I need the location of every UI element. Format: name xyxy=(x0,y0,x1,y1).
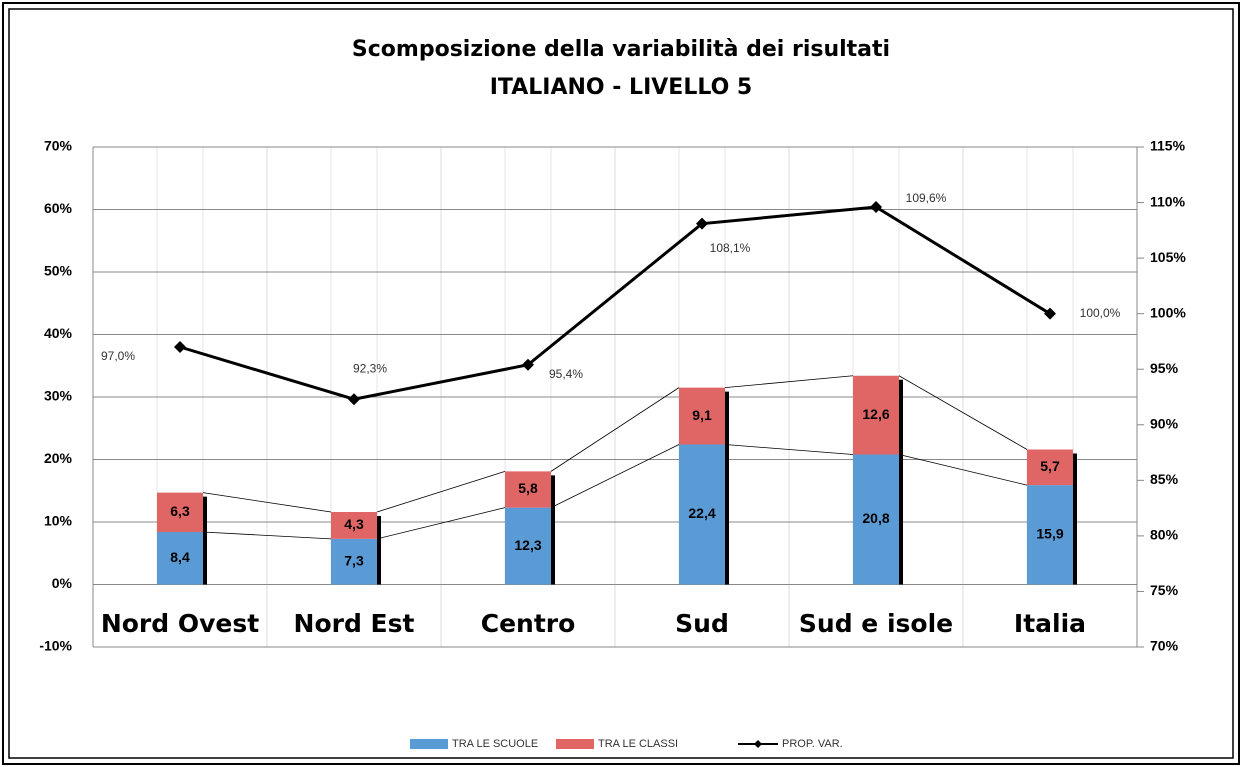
y-tick-label: 40% xyxy=(44,325,73,341)
frame-inner xyxy=(8,8,1234,759)
y2-tick-label: 75% xyxy=(1150,582,1179,598)
y2-tick-label: 110% xyxy=(1150,193,1186,209)
series-line xyxy=(376,507,506,540)
bar xyxy=(331,512,377,539)
data-label: 5,7 xyxy=(1040,458,1060,474)
data-label: 20,8 xyxy=(862,510,889,526)
y-tick-label: 10% xyxy=(44,513,73,529)
y2-tick-label: 85% xyxy=(1150,471,1179,487)
bar-shadow xyxy=(899,379,903,585)
data-label: 8,4 xyxy=(170,549,190,565)
y-tick-label: 70% xyxy=(44,138,73,154)
data-label: 15,9 xyxy=(1036,526,1063,542)
bar xyxy=(157,492,203,532)
line-marker xyxy=(522,358,534,371)
x-tick-label: Centro xyxy=(481,609,576,638)
series-line xyxy=(376,470,506,513)
legend-label: TRA LE SCUOLE xyxy=(452,738,538,750)
line-marker xyxy=(1044,307,1056,320)
bar xyxy=(853,454,899,585)
y-tick-label: 60% xyxy=(44,200,73,216)
chart-subtitle: ITALIANO - LIVELLO 5 xyxy=(490,75,753,100)
series-line xyxy=(724,375,854,389)
series-line xyxy=(202,492,332,513)
legend-swatch xyxy=(410,739,448,749)
bar-shadow xyxy=(551,475,555,585)
legend-swatch xyxy=(754,740,762,748)
y2-tick-label: 105% xyxy=(1150,249,1186,265)
line-label: 100,0% xyxy=(1080,306,1121,320)
bar xyxy=(331,538,377,585)
data-label: 7,3 xyxy=(344,552,364,568)
y-tick-label: 50% xyxy=(44,263,73,279)
series-line xyxy=(898,454,1028,486)
series-line xyxy=(550,444,680,508)
bar xyxy=(1027,449,1073,486)
line-marker xyxy=(174,341,186,353)
series-line xyxy=(550,387,680,472)
line xyxy=(179,205,1051,401)
legend-label: PROP. VAR. xyxy=(782,738,843,750)
chart-title: Scomposizione della variabilità dei risu… xyxy=(352,37,890,62)
y2-tick-label: 80% xyxy=(1150,527,1179,543)
bar xyxy=(505,507,551,585)
x-tick-label: Nord Ovest xyxy=(101,609,259,638)
series-line xyxy=(724,444,854,455)
line-label: 108,1% xyxy=(710,241,751,255)
bar xyxy=(679,444,725,585)
bar xyxy=(853,375,899,455)
line-label: 97,0% xyxy=(101,349,135,363)
data-label: 4,3 xyxy=(344,516,364,532)
y2-tick-label: 100% xyxy=(1150,304,1186,320)
data-label: 12,3 xyxy=(514,537,541,553)
bar xyxy=(1027,485,1073,585)
x-tick-label: Italia xyxy=(1014,609,1086,638)
line-label: 95,4% xyxy=(549,367,583,381)
y-tick-label: -10% xyxy=(39,638,72,654)
bar xyxy=(505,471,551,508)
data-label: 9,1 xyxy=(692,407,712,423)
line-marker xyxy=(870,201,882,213)
line-marker xyxy=(696,217,708,230)
y2-tick-label: 70% xyxy=(1150,638,1179,654)
bar-shadow xyxy=(377,516,381,585)
y-tick-label: 30% xyxy=(44,388,73,404)
legend-swatch xyxy=(556,739,594,749)
series-line xyxy=(202,531,332,540)
bar xyxy=(679,387,725,445)
data-label: 6,3 xyxy=(170,503,190,519)
x-tick-label: Nord Est xyxy=(294,609,415,638)
bar-shadow xyxy=(1073,453,1077,585)
y2-tick-label: 90% xyxy=(1150,415,1179,431)
x-tick-label: Sud e isole xyxy=(799,609,953,638)
data-label: 22,4 xyxy=(688,505,715,521)
line-label: 109,6% xyxy=(906,191,947,205)
bar-shadow xyxy=(725,391,729,585)
data-label: 12,6 xyxy=(862,406,889,422)
legend-label: TRA LE CLASSI xyxy=(598,738,678,750)
line-label: 92,3% xyxy=(353,361,387,375)
data-label: 5,8 xyxy=(518,480,538,496)
bar xyxy=(157,532,203,585)
y2-tick-label: 95% xyxy=(1150,360,1179,376)
bar-shadow xyxy=(203,496,207,585)
x-tick-label: Sud xyxy=(675,609,729,638)
y-tick-label: 0% xyxy=(52,575,73,591)
line-marker xyxy=(348,393,360,406)
y2-tick-label: 115% xyxy=(1150,138,1186,154)
y-tick-label: 20% xyxy=(44,450,73,466)
series-line xyxy=(898,375,1028,450)
